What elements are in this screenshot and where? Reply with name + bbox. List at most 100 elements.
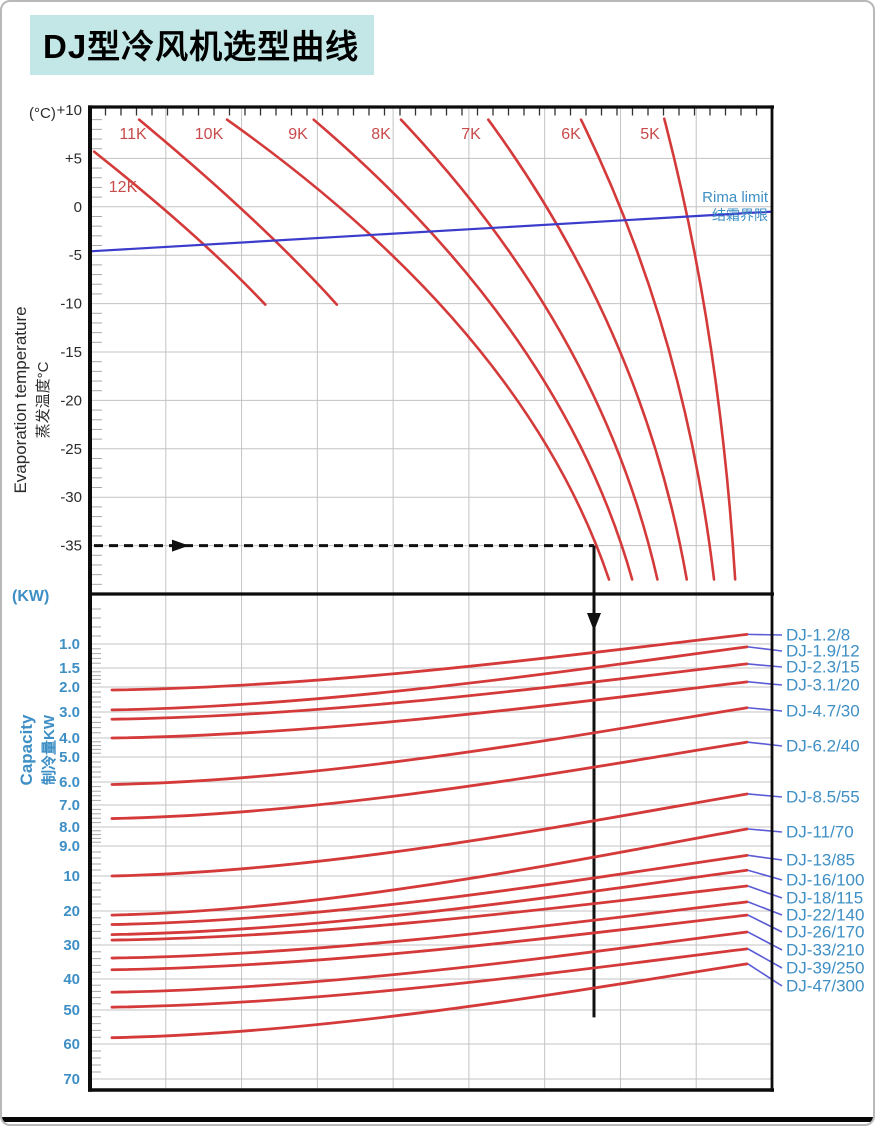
capacity-curve-DJ-39/250 [110, 947, 749, 1009]
dt-curves: 12K 11K 10K 9K 8K 7K 6K 5K [92, 117, 737, 581]
capacity-curve-DJ-18/115 [110, 884, 749, 942]
capacity-curve-DJ-2.3/15 [110, 662, 749, 721]
top-axis-title-zh: 蒸发温度°C [35, 361, 52, 438]
kw-tick-label: 5.0 [59, 749, 80, 766]
minor-ticks [91, 108, 758, 1073]
kw-tick-label: 3.0 [59, 704, 80, 721]
leader-line [747, 963, 783, 987]
model-label-DJ-26/170: DJ-26/170 [786, 923, 864, 942]
capacity-curve-DJ-6.2/40 [110, 740, 749, 820]
model-label-DJ-4.7/30: DJ-4.7/30 [786, 702, 860, 721]
model-label-DJ-13/85: DJ-13/85 [786, 851, 855, 870]
dt-curve-label-12K: 12K [109, 179, 138, 196]
dt-curve-12K [92, 150, 267, 306]
dt-curve-label-8K: 8K [371, 126, 391, 143]
kw-tick-label: 30 [63, 937, 80, 954]
capacity-curve-DJ-1.2/8 [110, 632, 749, 692]
dt-curve-label-9K: 9K [288, 126, 308, 143]
capacity-curve-DJ-33/210 [110, 930, 749, 994]
bottom-border [2, 1117, 873, 1122]
dt-curve-label-10K: 10K [195, 126, 224, 143]
leader-line [747, 681, 783, 686]
kw-tick-label: 1.5 [59, 660, 80, 677]
dt-curve-7K [486, 118, 689, 581]
top-unit-label: (°C) [29, 105, 56, 122]
model-label-DJ-1.9/12: DJ-1.9/12 [786, 642, 860, 661]
kw-tick-label: 40 [63, 971, 80, 988]
leader-line [747, 885, 783, 899]
dt-curve-9K [312, 118, 634, 581]
kw-tick-label: 50 [63, 1002, 80, 1019]
model-label-DJ-1.2/8: DJ-1.2/8 [786, 626, 850, 645]
bottom-axis-title-zh: 制冷量KW [40, 714, 58, 785]
kw-tick-label: 8.0 [59, 819, 80, 836]
kw-tick-label: 70 [63, 1071, 80, 1088]
dt-curve-6K [579, 118, 716, 581]
capacity-curve-DJ-13/85 [110, 853, 749, 926]
kw-tick-label: 4.0 [59, 730, 80, 747]
kw-tick-label: 2.0 [59, 679, 80, 696]
kw-tick-label: 60 [63, 1036, 80, 1053]
capacity-curve-DJ-8.5/55 [110, 792, 749, 878]
capacity-curve-DJ-1.9/12 [110, 645, 749, 712]
temp-tick-label: +5 [65, 150, 82, 167]
capacity-curve-DJ-22/140 [110, 900, 749, 960]
dt-curve-5K [662, 117, 737, 581]
temp-tick-label: +10 [57, 102, 82, 119]
kw-tick-label: 1.0 [59, 636, 80, 653]
leader-line [747, 931, 783, 951]
capacity-curve-DJ-26/170 [110, 913, 749, 972]
kw-tick-label: 20 [63, 903, 80, 920]
page-title: DJ型冷风机选型曲线 [30, 15, 375, 75]
temp-tick-label: -35 [60, 538, 82, 555]
model-label-DJ-6.2/40: DJ-6.2/40 [786, 737, 860, 756]
leader-line [747, 633, 783, 636]
temp-tick-label: -30 [60, 489, 82, 506]
leader-line [747, 646, 783, 652]
temp-tick-label: -10 [60, 296, 82, 313]
dt-curve-label-5K: 5K [640, 126, 660, 143]
model-label-DJ-22/140: DJ-22/140 [786, 906, 864, 925]
model-label-DJ-3.1/20: DJ-3.1/20 [786, 676, 860, 695]
leader-line [747, 901, 783, 916]
model-label-DJ-2.3/15: DJ-2.3/15 [786, 658, 860, 677]
leader-line [747, 793, 783, 798]
axis-tick-labels: +10 +5 0 -5 -10 -15 -20 -25 -30 -35 1.0 1.5 2.0 3.0 4.… [12, 102, 82, 1088]
temp-tick-label: 0 [74, 199, 82, 216]
model-label-DJ-16/100: DJ-16/100 [786, 871, 864, 890]
top-axis-title-en: Evaporation temperature [11, 306, 30, 493]
model-label-DJ-47/300: DJ-47/300 [786, 977, 864, 996]
bottom-axis-title-en: Capacity [17, 714, 36, 785]
axis-titles: Evaporation temperature 蒸发温度°C Capacity 制冷量… [11, 306, 58, 785]
rima-limit-line [89, 210, 773, 253]
kw-tick-label: 7.0 [59, 797, 80, 814]
rima-limit-label: Rima limit [702, 189, 769, 206]
model-label-DJ-39/250: DJ-39/250 [786, 959, 864, 978]
kw-tick-label: 10 [63, 868, 80, 885]
leader-line [747, 663, 783, 668]
leader-line [747, 741, 783, 747]
leader-line [747, 706, 783, 712]
leader-line [747, 869, 783, 881]
selection-arrow [94, 539, 601, 1018]
chart-frame [88, 105, 774, 1092]
capacity-curve-DJ-4.7/30 [110, 706, 749, 786]
capacity-curve-DJ-47/300 [110, 962, 749, 1040]
model-label-DJ-8.5/55: DJ-8.5/55 [786, 788, 860, 807]
capacity-curve-DJ-16/100 [110, 868, 749, 936]
temp-tick-label: -25 [60, 441, 82, 458]
kw-tick-label: 9.0 [59, 838, 80, 855]
temp-tick-label: -15 [60, 344, 82, 361]
model-label-DJ-18/115: DJ-18/115 [786, 889, 863, 908]
bottom-unit-label: (KW) [12, 588, 49, 605]
kw-tick-label: 6.0 [59, 774, 80, 791]
temp-tick-label: -5 [69, 247, 82, 264]
leader-line [747, 948, 783, 969]
dt-curve-8K [399, 118, 659, 581]
rima-limit-label-zh: 结霜界限 [712, 207, 768, 223]
dt-curve-10K [225, 118, 611, 581]
